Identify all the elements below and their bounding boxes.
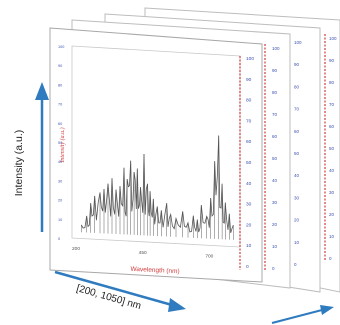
front-right-tick-20: 20: [246, 222, 252, 228]
front-inner-y-label: Intensity (a.u.): [59, 127, 66, 163]
range-arrow: [54, 270, 186, 312]
front-right-tick-60: 60: [246, 139, 252, 145]
front-left-tick-40: 40: [58, 160, 62, 164]
p3-tick-20: 20: [329, 212, 335, 217]
front-right-tick-100: 100: [246, 56, 254, 62]
front-right-tick-30: 30: [246, 202, 252, 208]
front-left-tick-90: 90: [58, 64, 62, 68]
p1-tick-20: 20: [272, 222, 278, 227]
p1-tick-60: 60: [272, 134, 278, 139]
front-x-tick-200: 200: [72, 246, 80, 252]
p3-tick-0: 0: [329, 256, 332, 261]
p1-tick-70: 70: [272, 112, 278, 117]
p2-tick-30: 30: [294, 195, 300, 200]
front-x-ticks: 200 450 700: [72, 246, 214, 259]
front-left-tick-0: 0: [58, 237, 60, 241]
p3-tick-50: 50: [329, 146, 335, 151]
p1-tick-80: 80: [272, 90, 278, 95]
p3-tick-90: 90: [329, 58, 335, 63]
p2-tick-60: 60: [294, 129, 300, 134]
p3-tick-100: 100: [329, 36, 337, 41]
p3-tick-40: 40: [329, 168, 335, 173]
p1-tick-100: 100: [272, 46, 280, 51]
front-right-tick-70: 70: [246, 118, 252, 124]
front-right-tick-40: 40: [246, 181, 252, 187]
front-left-tick-10: 10: [58, 218, 62, 222]
front-right-tick-80: 80: [246, 98, 252, 104]
front-x-tick-450: 450: [139, 250, 147, 256]
p2-tick-10: 10: [294, 240, 300, 245]
p2-tick-40: 40: [294, 173, 300, 178]
p2-tick-50: 50: [294, 151, 300, 156]
front-right-tick-10: 10: [246, 243, 252, 249]
p3-tick-60: 60: [329, 124, 335, 129]
front-x-tick-700: 700: [205, 254, 213, 260]
p2-tick-90: 90: [294, 62, 300, 67]
p2-tick-70: 70: [294, 107, 300, 112]
front-spectrum-line: [80, 135, 234, 234]
p3-tick-30: 30: [329, 190, 335, 195]
p1-tick-50: 50: [272, 156, 278, 161]
front-right-tick-50: 50: [246, 160, 252, 166]
front-left-tick-70: 70: [58, 103, 62, 107]
stack-arrow: [271, 305, 334, 324]
front-left-tick-100: 100: [58, 45, 64, 49]
p1-tick-90: 90: [272, 68, 278, 73]
front-panel: Intensity (a.u.) Wavelength (nm) 1009080…: [49, 27, 263, 283]
front-left-tick-80: 80: [58, 83, 62, 87]
y-axis-title: Intensity (a.u.): [13, 130, 25, 197]
p1-tick-40: 40: [272, 178, 278, 183]
p3-tick-80: 80: [329, 80, 335, 85]
p2-tick-20: 20: [294, 218, 300, 223]
front-inner-x-label: Wavelength (nm): [130, 266, 180, 276]
intensity-arrow: [35, 82, 49, 232]
front-left-tick-20: 20: [58, 199, 62, 203]
front-right-tick-0: 0: [246, 264, 249, 270]
p3-tick-10: 10: [329, 234, 335, 239]
front-left-tick-50: 50: [58, 141, 62, 145]
front-left-tick-30: 30: [58, 179, 62, 183]
front-spectrum: [80, 135, 234, 240]
p2-tick-0: 0: [294, 262, 297, 267]
p1-tick-30: 30: [272, 200, 278, 205]
p1-tick-0: 0: [272, 266, 275, 271]
p3-tick-70: 70: [329, 102, 335, 107]
front-left-tick-60: 60: [58, 122, 62, 126]
p2-tick-80: 80: [294, 84, 300, 89]
p1-tick-10: 10: [272, 244, 278, 249]
p2-tick-100: 100: [294, 40, 302, 45]
front-right-tick-90: 90: [246, 77, 252, 83]
